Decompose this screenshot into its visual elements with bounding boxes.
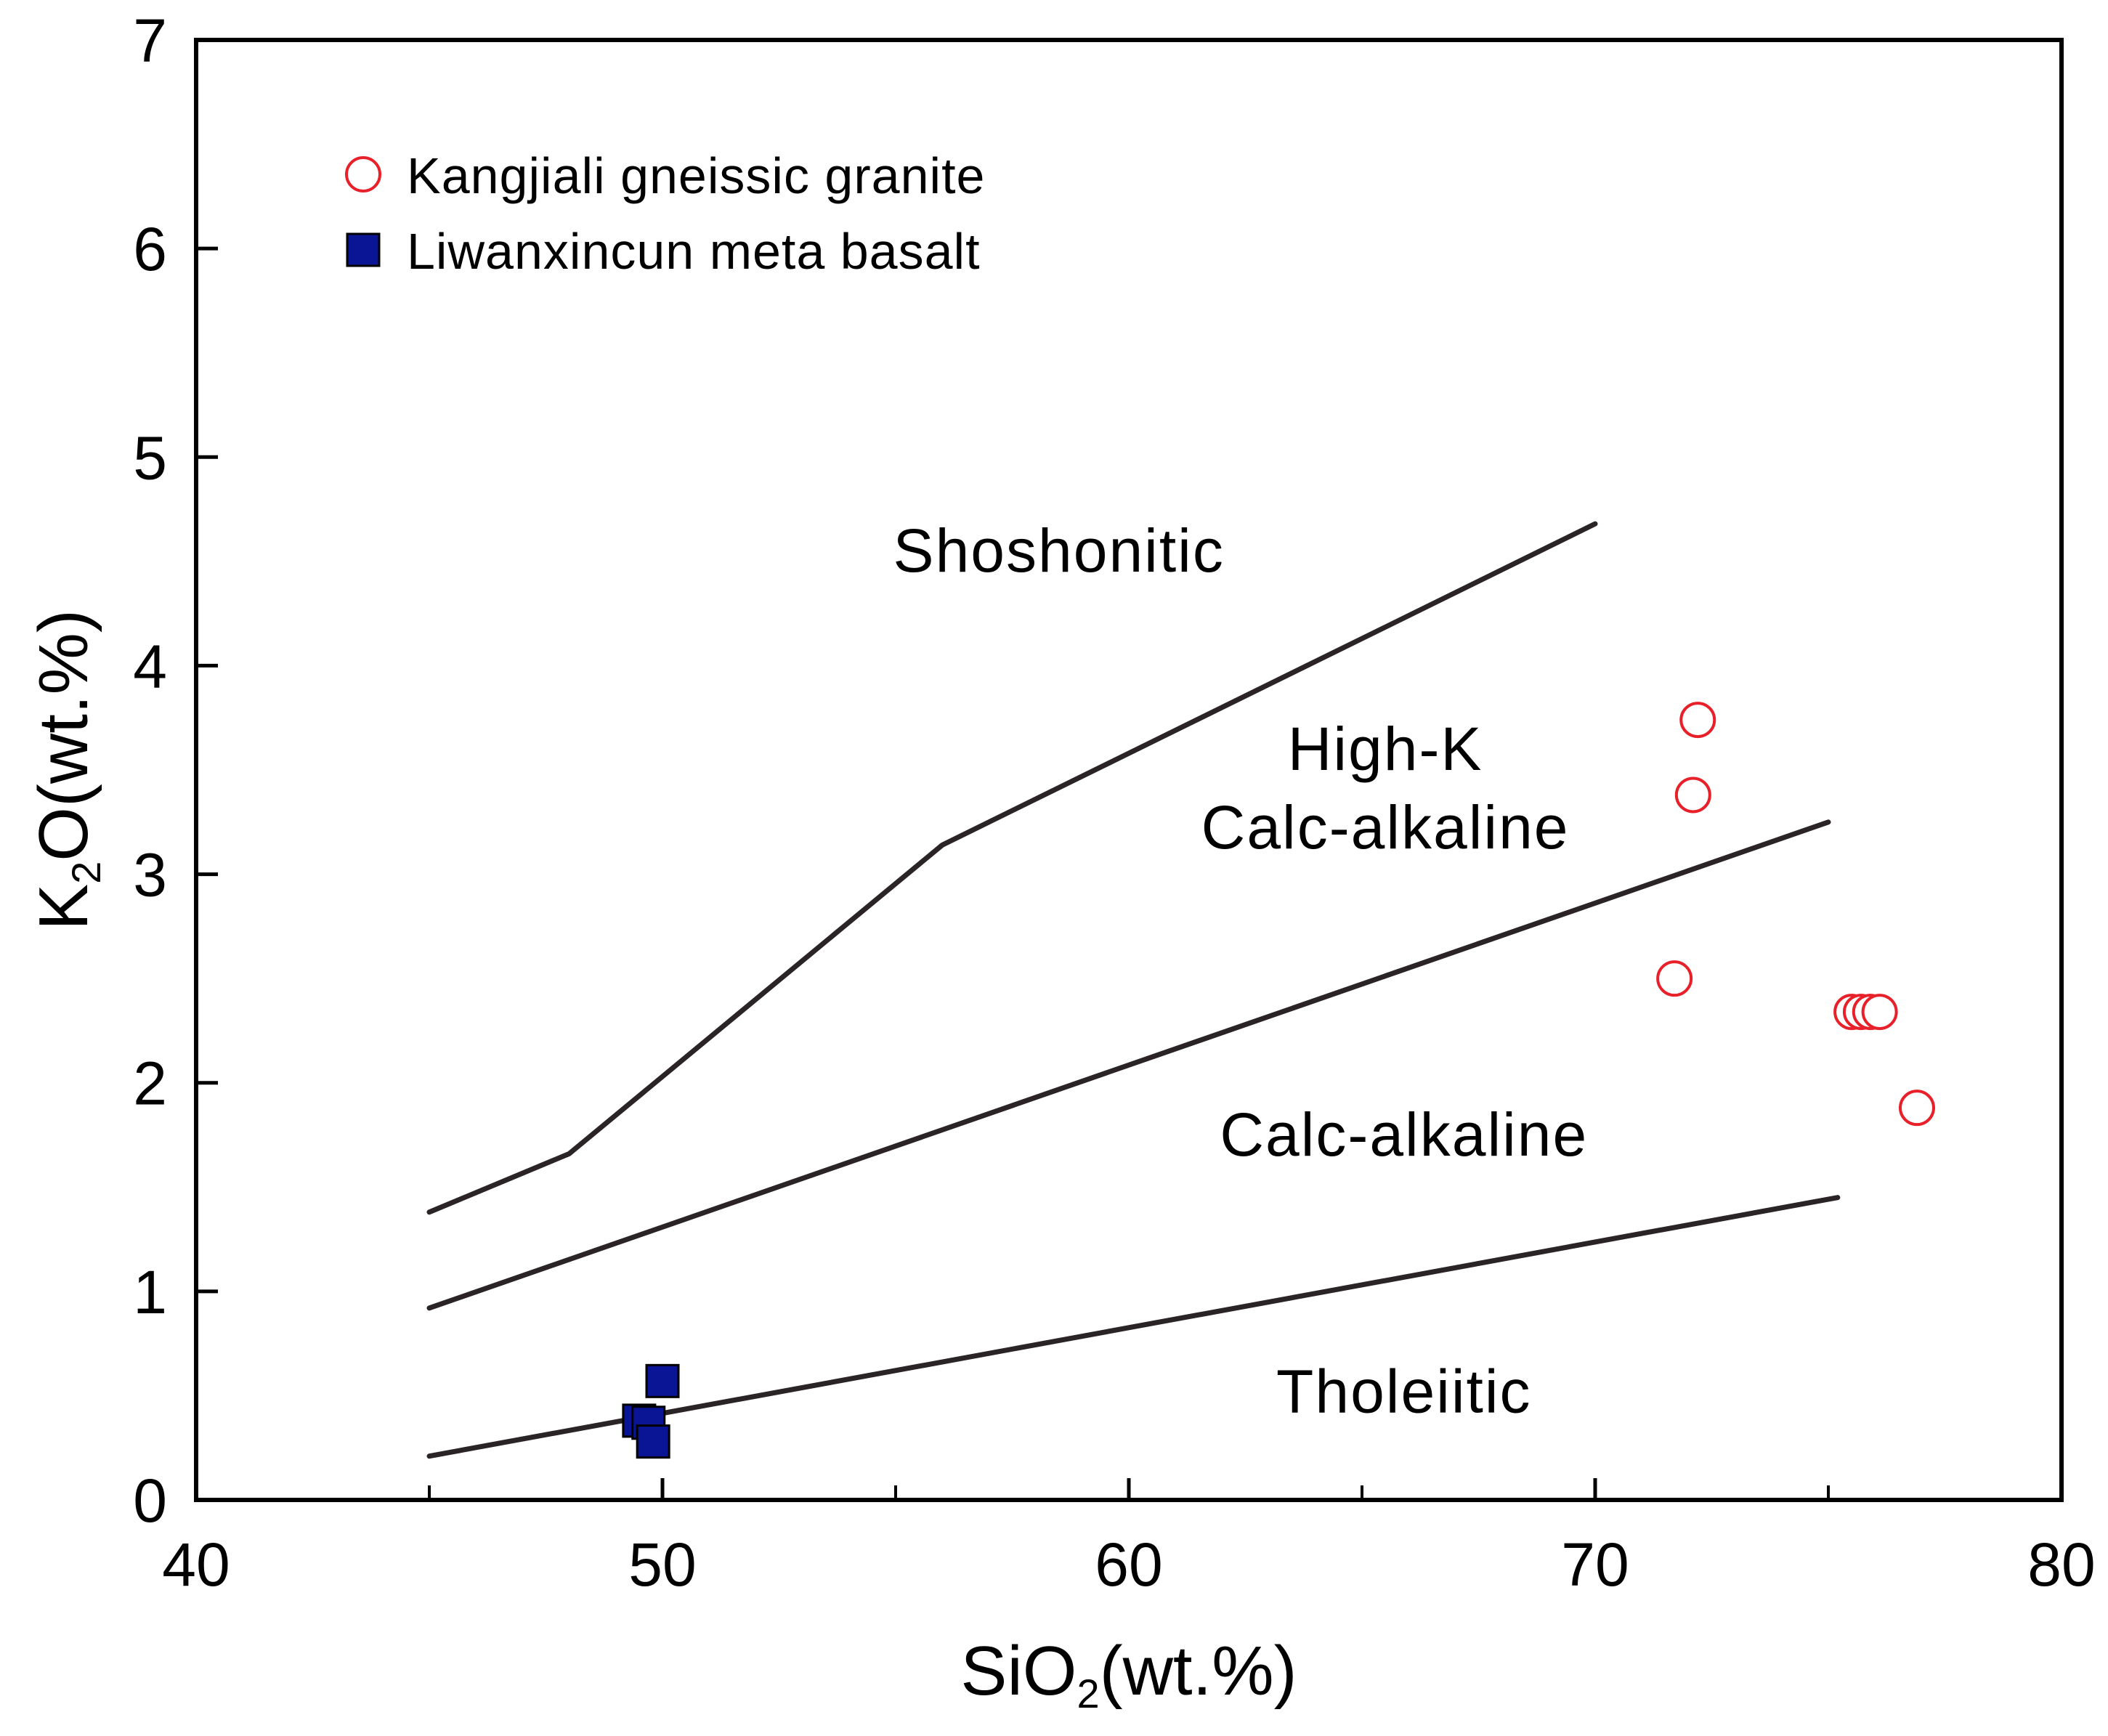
x-axis-title: SiO2(wt.%) [960, 1632, 1297, 1716]
data-points [622, 702, 1935, 1459]
field-label-tholeiitic: Tholeiitic [1276, 1357, 1531, 1425]
y-axis-title: K2O(wt.%) [25, 609, 109, 930]
x-tick-label: 50 [628, 1530, 696, 1599]
axis-titles: SiO2(wt.%) K2O(wt.%) [25, 609, 1297, 1716]
legend-marker-square [346, 232, 381, 267]
y-tick-label: 5 [133, 423, 167, 492]
legend-marker-circle [345, 156, 381, 192]
data-point [1898, 1090, 1935, 1127]
shoshonitic-boundary [426, 521, 1598, 1215]
y-tick-label: 2 [133, 1050, 167, 1118]
data-point [645, 1363, 680, 1398]
y-tick-label: 1 [133, 1258, 167, 1326]
field-boundaries [426, 521, 1841, 1459]
y-tick-label: 6 [133, 215, 167, 283]
field-label-calc-alkaline: Calc-alkaline [1220, 1100, 1588, 1169]
y-tick-label: 4 [133, 632, 167, 700]
data-point [1861, 994, 1898, 1031]
field-label-shoshonitic: Shoshonitic [893, 516, 1225, 585]
legend: Kangjiali gneissic granite Liwanxincun me… [345, 147, 985, 280]
legend-label: Kangjiali gneissic granite [407, 147, 985, 204]
x-tick-label: 80 [2027, 1530, 2095, 1599]
axis-ticks: 40 50 60 70 80 0 1 2 3 4 5 6 7 [133, 7, 2095, 1599]
data-point [1656, 960, 1693, 997]
x-tick-label: 60 [1095, 1530, 1162, 1599]
data-point [636, 1424, 670, 1459]
y-tick-label: 0 [133, 1467, 167, 1535]
x-tick-label: 40 [162, 1530, 230, 1599]
data-point [1674, 776, 1711, 814]
legend-label: Liwanxincun meta basalt [407, 223, 981, 280]
y-tick-label: 7 [133, 7, 167, 75]
x-tick-label: 70 [1561, 1530, 1629, 1599]
y-tick-label: 3 [133, 841, 167, 909]
high-k-boundary [426, 819, 1831, 1311]
data-point [1679, 702, 1716, 739]
field-label-high-k: High-K Calc-alkaline [1201, 715, 1570, 861]
field-labels: Shoshonitic High-K Calc-alkaline Calc-alkal… [893, 516, 1588, 1425]
